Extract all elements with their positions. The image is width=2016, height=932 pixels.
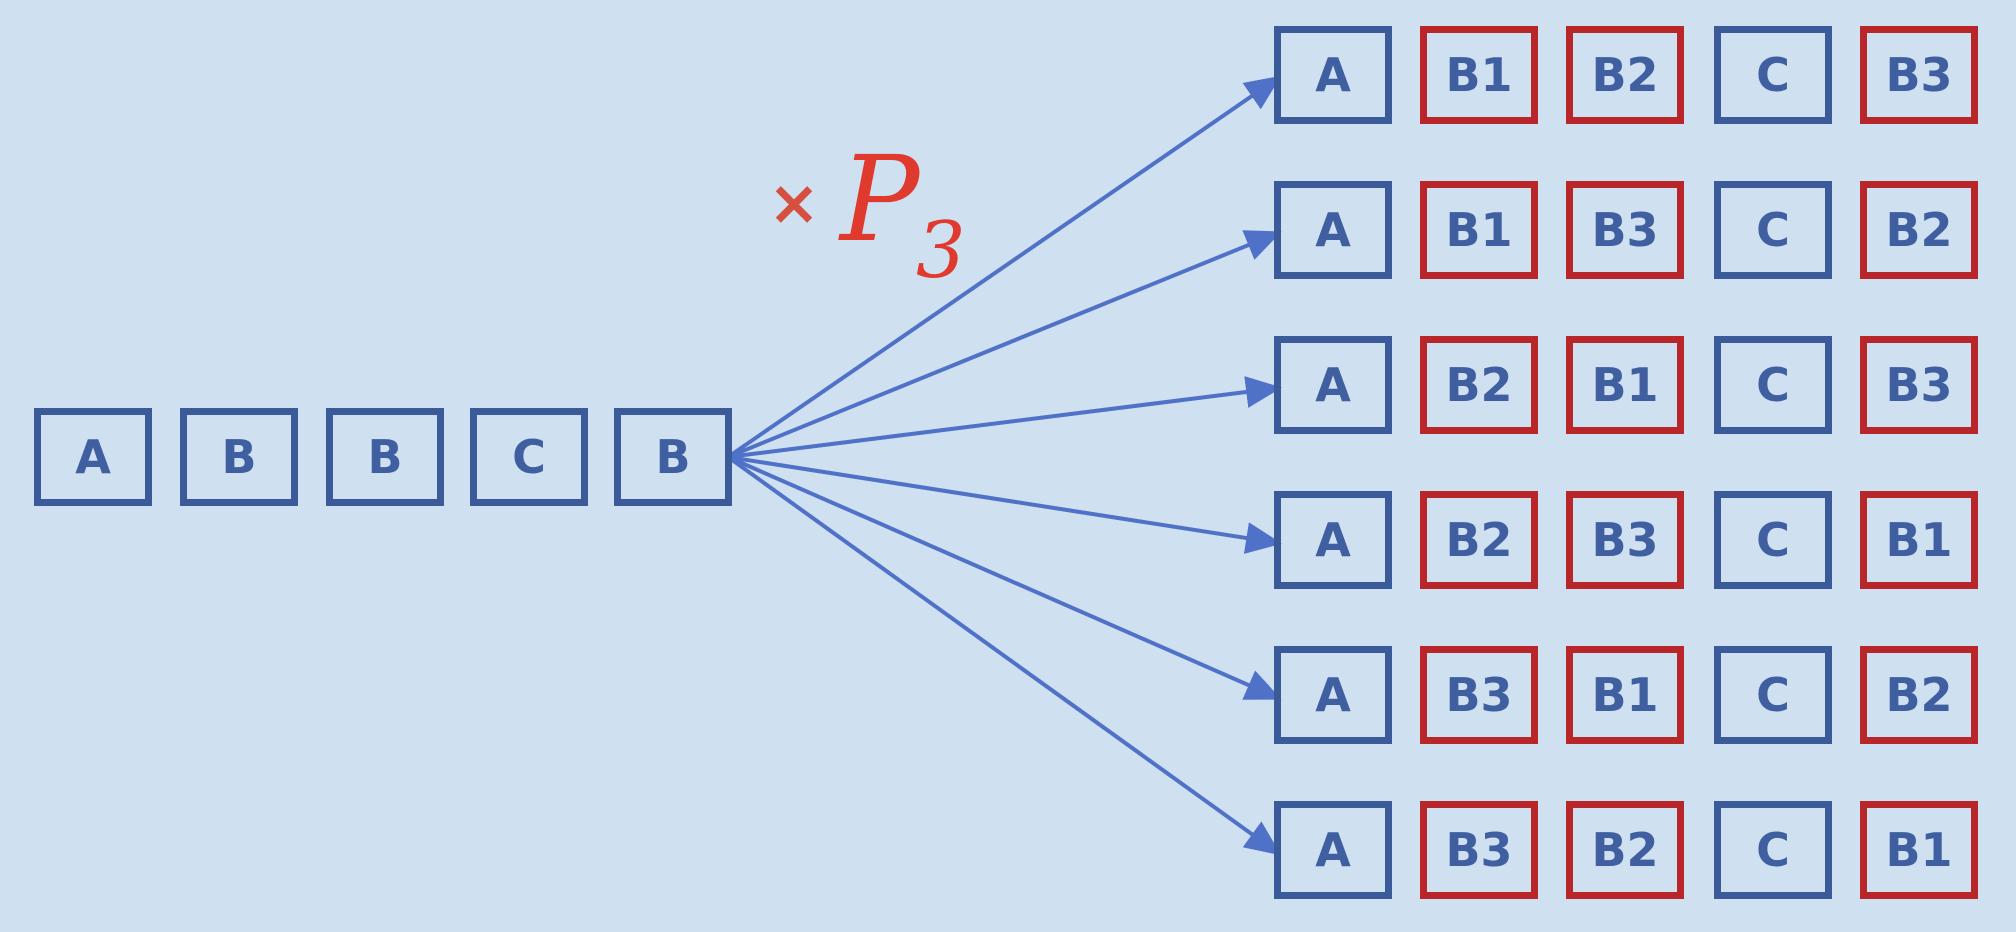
result-box-labeled: B3	[1566, 181, 1684, 279]
source-box: B	[180, 408, 298, 506]
source-box: B	[614, 408, 732, 506]
result-box-labeled: B1	[1566, 646, 1684, 744]
result-box-labeled: B1	[1420, 26, 1538, 124]
result-box-labeled: B3	[1420, 646, 1538, 744]
permutation-letter: P	[840, 130, 920, 268]
result-box: A	[1274, 646, 1392, 744]
result-box-labeled: B3	[1860, 26, 1978, 124]
result-box: A	[1274, 491, 1392, 589]
result-box: A	[1274, 801, 1392, 899]
result-box-labeled: B2	[1860, 181, 1978, 279]
result-box: C	[1714, 801, 1832, 899]
result-box: C	[1714, 181, 1832, 279]
source-box: C	[470, 408, 588, 506]
source-box: B	[326, 408, 444, 506]
result-box-labeled: B1	[1860, 491, 1978, 589]
arrow-6	[726, 455, 1282, 856]
result-box-labeled: B2	[1566, 26, 1684, 124]
arrow-5	[727, 455, 1282, 700]
result-box-labeled: B1	[1420, 181, 1538, 279]
result-box: A	[1274, 181, 1392, 279]
arrow-2	[727, 230, 1282, 459]
result-box: C	[1714, 26, 1832, 124]
arrow-1	[726, 75, 1282, 459]
result-box-labeled: B2	[1860, 646, 1978, 744]
result-box-labeled: B3	[1420, 801, 1538, 899]
result-box-labeled: B2	[1420, 336, 1538, 434]
multiply-symbol: ×	[768, 166, 820, 239]
source-box: A	[34, 408, 152, 506]
result-box-labeled: B1	[1566, 336, 1684, 434]
result-box: A	[1274, 26, 1392, 124]
result-box-labeled: B1	[1860, 801, 1978, 899]
result-box-labeled: B3	[1566, 491, 1684, 589]
result-box: A	[1274, 336, 1392, 434]
result-box: C	[1714, 491, 1832, 589]
permutation-subscript: 3	[916, 206, 966, 296]
result-box: C	[1714, 646, 1832, 744]
arrow-4	[727, 455, 1282, 554]
result-box-labeled: B3	[1860, 336, 1978, 434]
result-box: C	[1714, 336, 1832, 434]
result-box-labeled: B2	[1566, 801, 1684, 899]
result-box-labeled: B2	[1420, 491, 1538, 589]
arrow-3	[727, 376, 1282, 459]
